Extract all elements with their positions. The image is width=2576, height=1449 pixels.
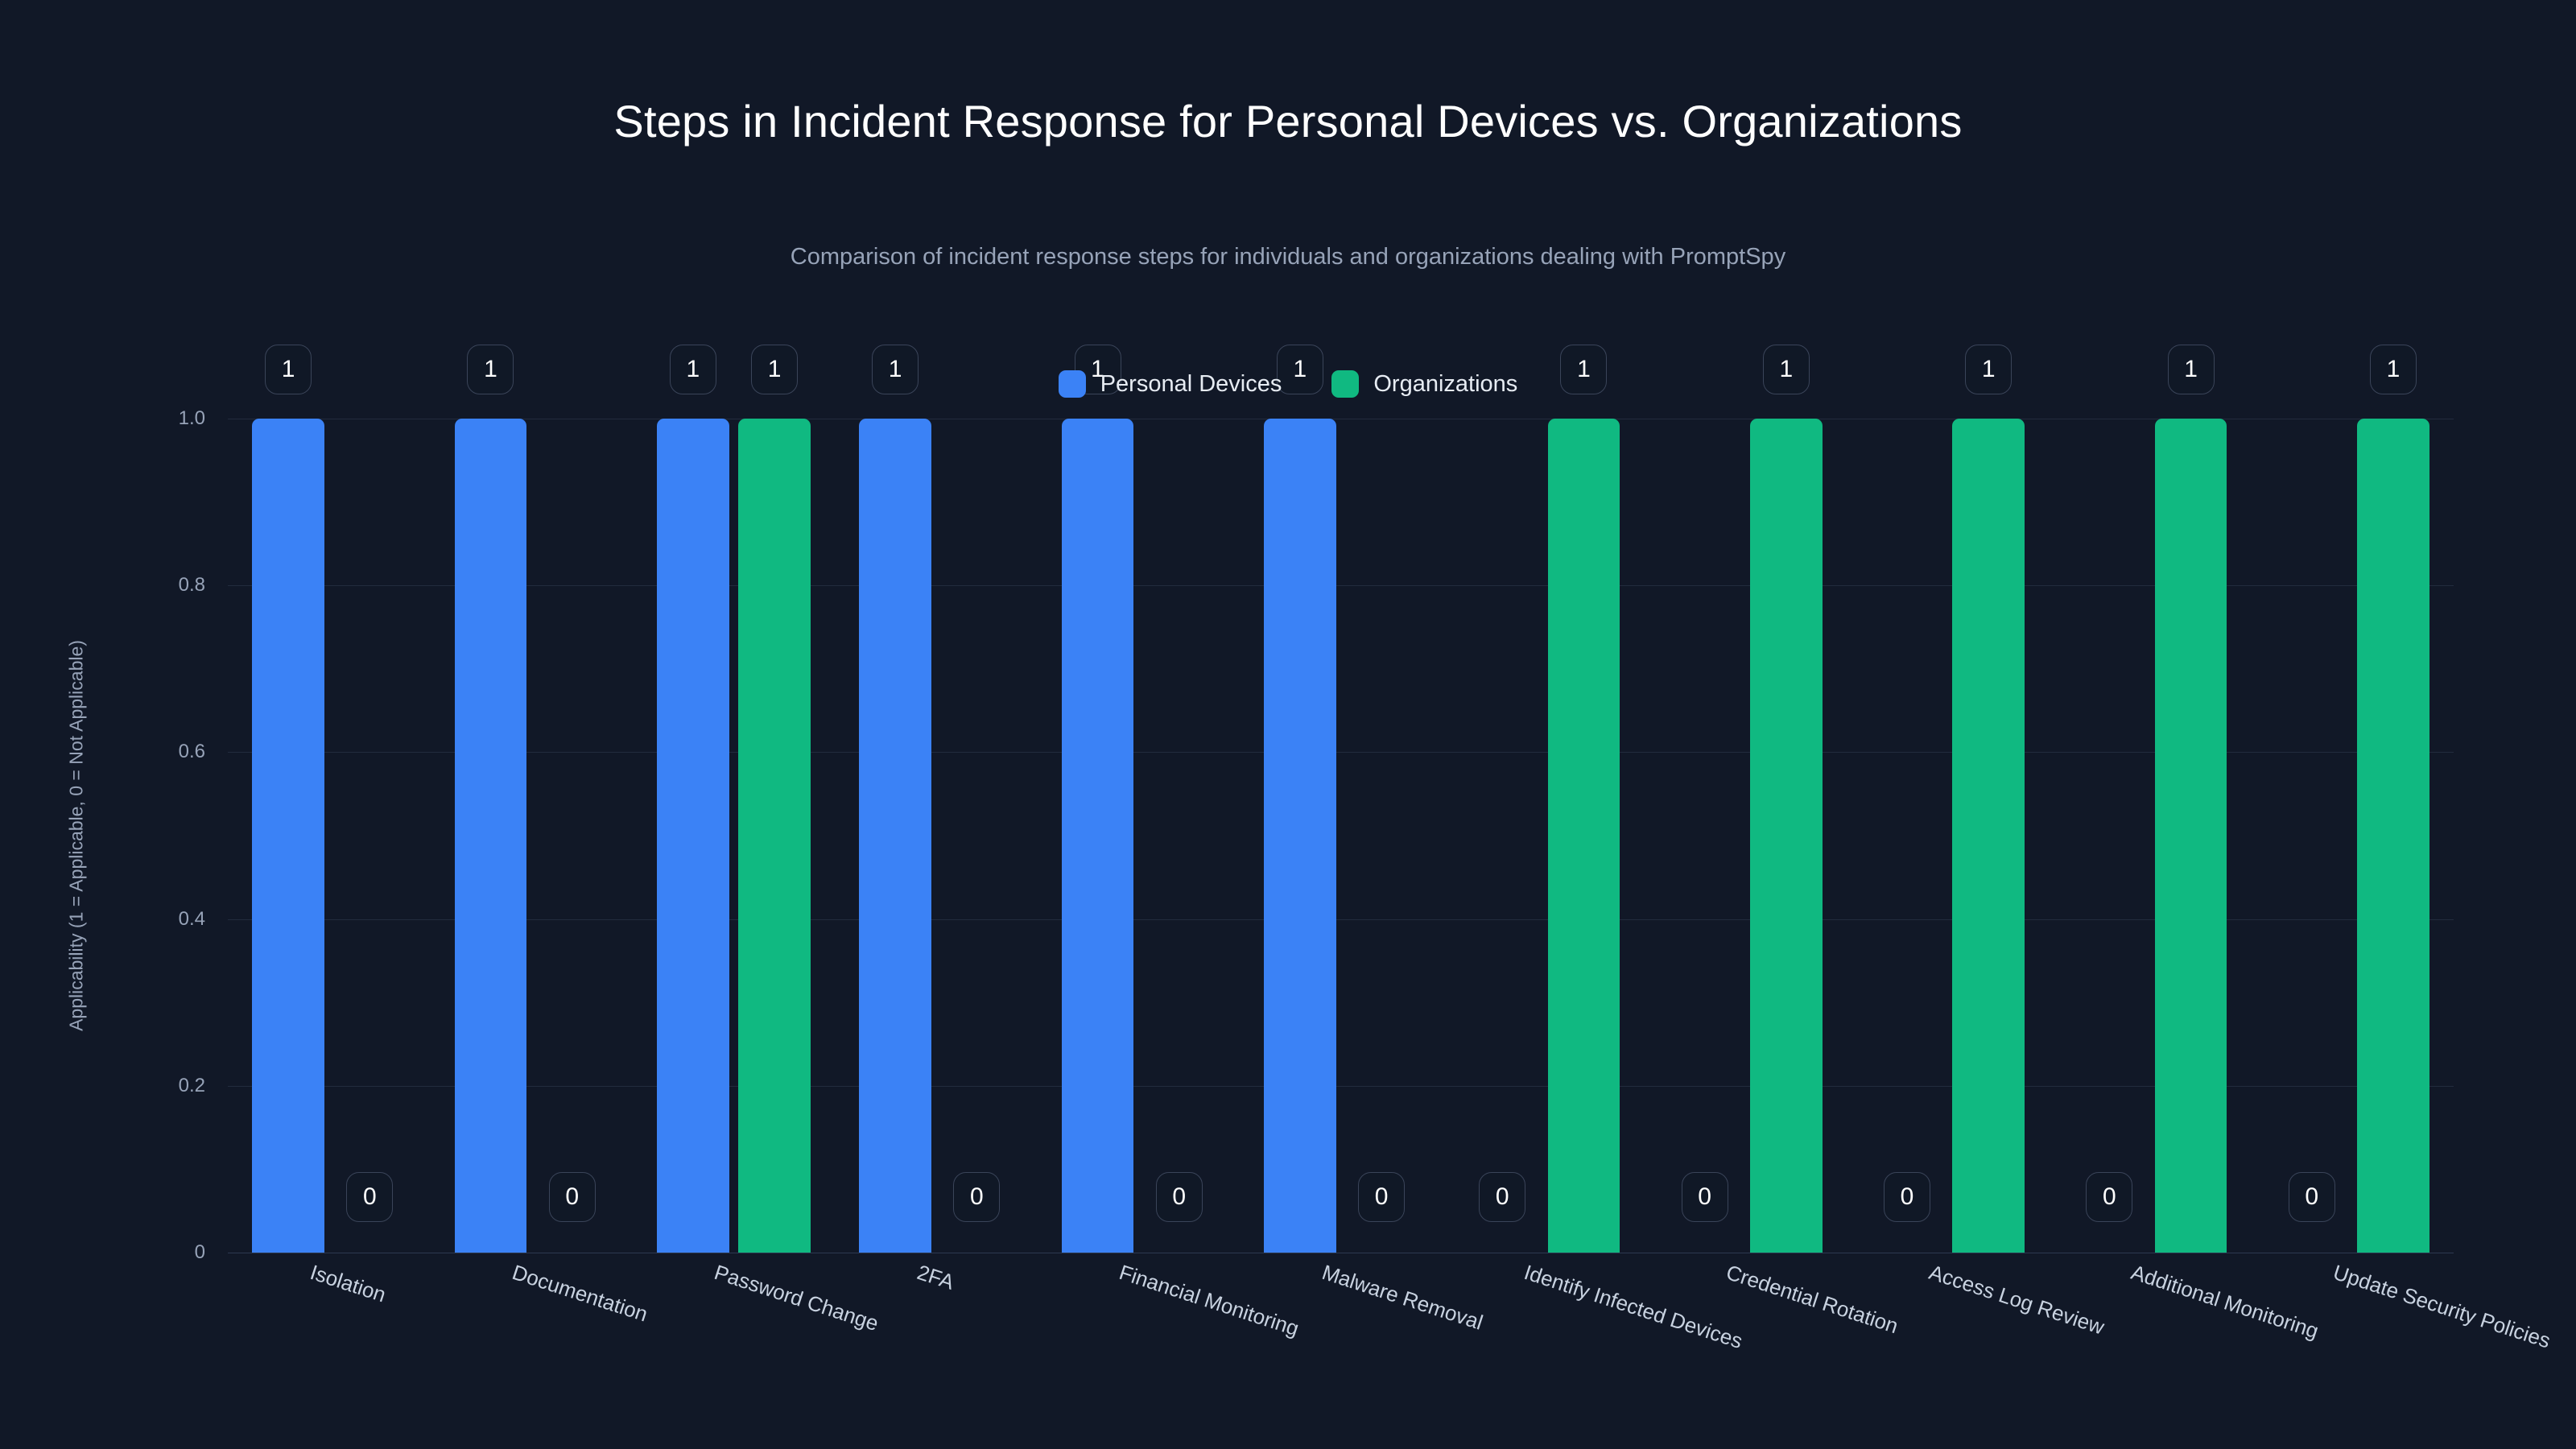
x-axis-tick-label: Identify Infected Devices xyxy=(1521,1260,1746,1354)
gridline xyxy=(228,585,2454,587)
legend-label-personal-devices: Personal Devices xyxy=(1100,370,1282,397)
bar-value-label: 0 xyxy=(1155,1172,1203,1222)
bar-value-label: 1 xyxy=(2167,345,2215,394)
bar[interactable] xyxy=(2154,419,2227,1253)
bar[interactable] xyxy=(2357,419,2429,1253)
y-axis-tick-label: 0.6 xyxy=(178,741,205,763)
x-axis-tick-labels: Isolation Documentation Password Change 2FA… xyxy=(228,1260,2553,1437)
x-axis-tick-label: Password Change xyxy=(712,1260,882,1336)
bar-value-label: 1 xyxy=(872,345,919,394)
bar-value-label: 0 xyxy=(1883,1172,1930,1222)
x-axis-tick-label: Credential Rotation xyxy=(1723,1260,1901,1339)
x-axis-tick-label: Update Security Policies xyxy=(2330,1260,2554,1353)
bar-value-label: 0 xyxy=(2086,1172,2133,1222)
x-axis-tick-label: 2FA xyxy=(914,1260,957,1294)
y-axis-tick-label: 0.4 xyxy=(178,907,205,930)
bar-value-label: 1 xyxy=(2369,345,2417,394)
bar[interactable] xyxy=(252,419,324,1253)
y-axis-tick-label: 1.0 xyxy=(178,407,205,429)
gridline xyxy=(228,919,2454,920)
bar[interactable] xyxy=(1263,419,1336,1253)
chart-title: Steps in Incident Response for Personal … xyxy=(613,96,1963,147)
x-axis-tick-label: Isolation xyxy=(307,1260,389,1307)
bar[interactable] xyxy=(1952,419,2025,1253)
x-axis-tick-label: Malware Removal xyxy=(1319,1260,1486,1335)
bar-value-label: 0 xyxy=(2288,1172,2335,1222)
chart-legend: Personal Devices Organizations xyxy=(0,370,2576,398)
y-axis-tick-label: 0.2 xyxy=(178,1074,205,1096)
bar-value-label: 0 xyxy=(548,1172,596,1222)
bar[interactable] xyxy=(1749,419,1823,1253)
bar[interactable] xyxy=(656,419,729,1253)
bar-value-label: 0 xyxy=(1358,1172,1406,1222)
bar-value-label: 1 xyxy=(751,345,799,394)
legend-swatch-icon-organizations xyxy=(1331,370,1360,398)
y-axis-tick-labels: 0 0.2 0.4 0.6 0.8 1.0 xyxy=(0,407,228,1263)
y-axis-tick-label: 0.8 xyxy=(178,574,205,597)
x-axis-tick-label: Additional Monitoring xyxy=(2128,1260,2322,1344)
x-axis-tick-label: Financial Monitoring xyxy=(1116,1260,1302,1341)
bar-value-label: 1 xyxy=(467,345,514,394)
bar[interactable] xyxy=(859,419,932,1253)
y-axis-title: Applicability (1 = Applicable, 0 = Not A… xyxy=(65,640,87,1031)
legend-item-personal-devices[interactable]: Personal Devices xyxy=(1058,370,1282,398)
gridline xyxy=(228,1085,2454,1087)
bar[interactable] xyxy=(738,419,811,1253)
bar-value-label: 1 xyxy=(1762,345,1810,394)
legend-swatch-icon-personal-devices xyxy=(1058,370,1086,398)
bar[interactable] xyxy=(454,419,527,1253)
bar-value-label: 0 xyxy=(346,1172,394,1222)
gridline xyxy=(228,752,2454,753)
bar-value-label: 1 xyxy=(265,345,312,394)
bar-value-label: 0 xyxy=(1681,1172,1728,1222)
bar-value-label: 1 xyxy=(1560,345,1608,394)
bar-value-label: 1 xyxy=(1965,345,2013,394)
bar-value-label: 0 xyxy=(1479,1172,1526,1222)
chart-subtitle: Comparison of incident response steps fo… xyxy=(790,244,1786,270)
bar-value-label: 1 xyxy=(669,345,716,394)
legend-label-organizations: Organizations xyxy=(1373,370,1518,397)
legend-item-organizations[interactable]: Organizations xyxy=(1331,370,1517,398)
bar[interactable] xyxy=(1061,419,1134,1253)
bar-value-label: 1 xyxy=(1276,345,1323,394)
y-axis-tick-label: 0 xyxy=(194,1241,205,1263)
bar-value-label: 0 xyxy=(953,1172,1001,1222)
bar[interactable] xyxy=(1547,419,1620,1253)
x-axis-tick-label: Access Log Review xyxy=(1926,1260,2107,1340)
x-axis-tick-label: Documentation xyxy=(509,1260,651,1327)
